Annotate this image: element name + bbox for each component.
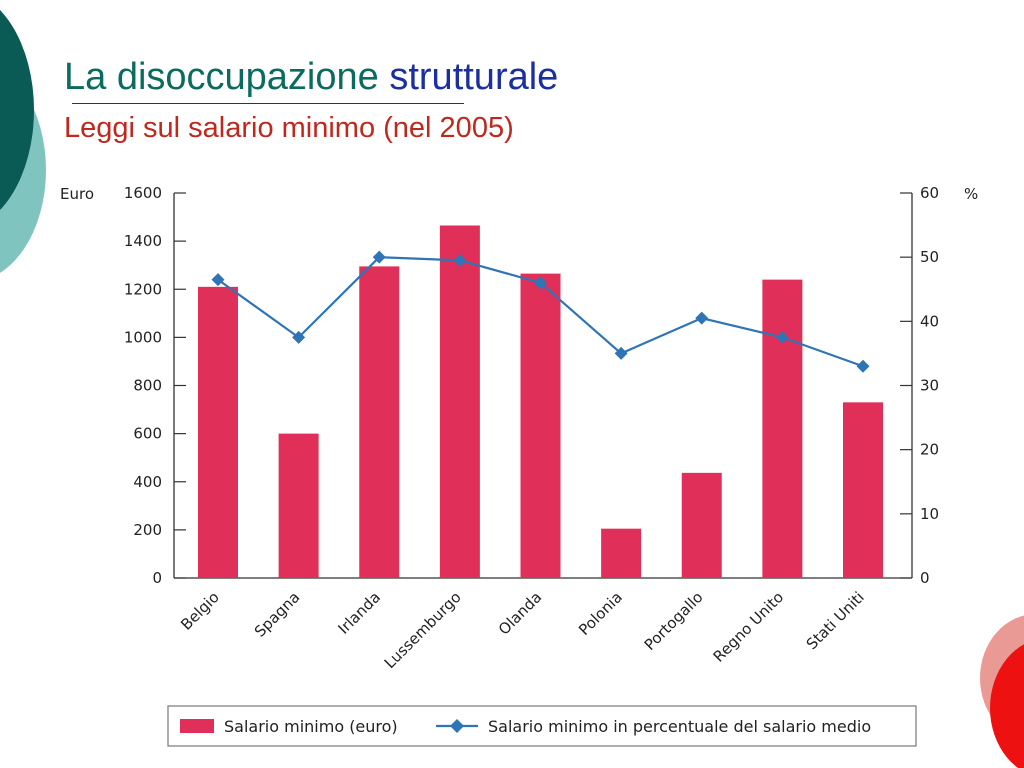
bar	[681, 472, 722, 578]
bar	[439, 225, 480, 578]
y2-tick-label: 40	[920, 312, 939, 330]
y-tick-label: 400	[133, 473, 162, 491]
page-subtitle: Leggi sul salario minimo (nel 2005)	[64, 112, 514, 144]
x-tick-label: Polonia	[575, 588, 626, 639]
y2-tick-label: 20	[920, 441, 939, 459]
x-tick-label: Lussemburgo	[381, 588, 465, 672]
line-point	[453, 253, 467, 267]
line-point	[534, 276, 547, 290]
bar	[843, 402, 883, 578]
bar	[762, 279, 803, 578]
bar	[278, 433, 319, 578]
title-part2: strutturale	[389, 56, 559, 98]
x-tick-label: Irlanda	[334, 588, 384, 638]
line-point	[775, 330, 789, 344]
title-underline	[72, 103, 464, 104]
legend-line-label: Salario minimo in percentuale del salari…	[488, 717, 871, 736]
y-tick-label: 0	[152, 569, 162, 587]
x-tick-label: Spagna	[251, 588, 304, 641]
line-point	[614, 346, 628, 360]
decoration-right	[980, 615, 1024, 768]
page-title: La disoccupazione strutturale	[64, 54, 558, 100]
line-point	[695, 311, 709, 325]
y-tick-label: 1400	[124, 232, 162, 250]
legend-line-marker	[450, 719, 464, 733]
y-tick-label: 800	[133, 377, 162, 395]
legend-bar-swatch	[180, 719, 214, 733]
x-tick-label: Belgio	[177, 588, 223, 634]
bar	[520, 273, 561, 578]
y2-tick-label: 10	[920, 505, 939, 523]
legend-bar-label: Salario minimo (euro)	[224, 717, 398, 736]
x-tick-label: Regno Unito	[710, 588, 788, 666]
y2-tick-label: 50	[920, 248, 939, 266]
legend-box	[167, 705, 917, 747]
line-point	[372, 250, 386, 264]
x-tick-label: Olanda	[495, 588, 545, 638]
decoration-left	[0, 10, 46, 273]
y-tick-label: 600	[133, 425, 162, 443]
legend: Salario minimo (euro) Salario minimo in …	[167, 705, 917, 747]
bar	[198, 286, 238, 578]
y2-tick-label: 0	[920, 569, 930, 587]
y-axis-label: Euro	[60, 185, 94, 203]
y-tick-label: 1000	[124, 328, 162, 346]
y-tick-label: 1200	[124, 280, 162, 298]
y2-tick-label: 30	[920, 377, 939, 395]
x-tick-label: Portogallo	[641, 588, 707, 654]
y-tick-label: 200	[133, 521, 162, 539]
line-point	[292, 330, 306, 344]
decoration-teal-dark-shape	[0, 10, 34, 210]
y-tick-label: 1600	[124, 184, 162, 202]
title-part1: La disoccupazione	[64, 56, 379, 98]
x-tick-label: Stati Uniti	[803, 588, 868, 653]
decoration-red-shape	[990, 644, 1024, 768]
y2-axis-label: %	[964, 185, 978, 203]
line-point	[856, 359, 870, 373]
y2-tick-label: 60	[920, 184, 939, 202]
line-point	[211, 273, 225, 287]
bar	[359, 266, 400, 578]
bar	[601, 528, 642, 578]
